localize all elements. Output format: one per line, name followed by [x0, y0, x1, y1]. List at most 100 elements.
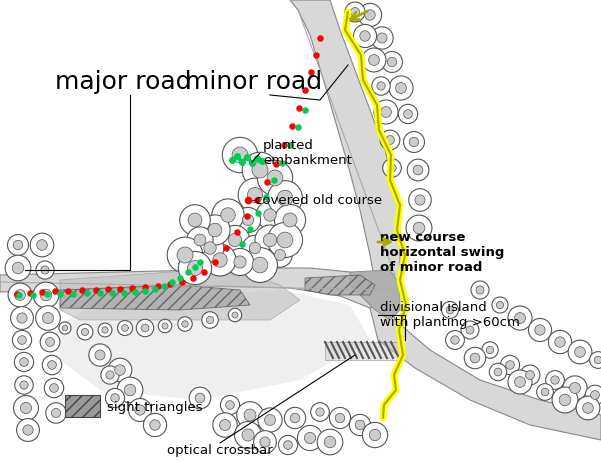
- Point: [262, 178, 272, 186]
- Circle shape: [8, 283, 32, 307]
- Circle shape: [552, 387, 578, 413]
- Circle shape: [17, 419, 40, 441]
- Point: [12, 290, 22, 298]
- Circle shape: [415, 195, 425, 205]
- Circle shape: [407, 159, 429, 181]
- Circle shape: [14, 290, 25, 301]
- Circle shape: [582, 402, 593, 414]
- Circle shape: [267, 181, 302, 215]
- Circle shape: [377, 33, 387, 43]
- Text: optical crossbar: optical crossbar: [167, 443, 273, 456]
- Circle shape: [46, 403, 66, 423]
- Circle shape: [514, 377, 525, 387]
- Circle shape: [98, 323, 112, 337]
- Circle shape: [255, 225, 285, 255]
- Circle shape: [264, 209, 276, 221]
- Circle shape: [206, 316, 214, 324]
- Point: [315, 34, 325, 41]
- Circle shape: [249, 242, 261, 254]
- Point: [300, 86, 310, 94]
- Circle shape: [202, 312, 218, 328]
- Circle shape: [389, 76, 413, 100]
- Circle shape: [388, 164, 396, 172]
- Circle shape: [311, 402, 329, 421]
- Circle shape: [264, 414, 275, 426]
- Point: [119, 290, 129, 297]
- Polygon shape: [370, 300, 601, 440]
- Circle shape: [17, 313, 27, 323]
- Polygon shape: [290, 0, 400, 300]
- Point: [165, 280, 175, 288]
- Circle shape: [43, 313, 53, 324]
- Point: [237, 240, 247, 248]
- Circle shape: [505, 361, 514, 369]
- Circle shape: [520, 365, 540, 385]
- Circle shape: [451, 336, 459, 344]
- Circle shape: [200, 215, 230, 245]
- Circle shape: [546, 371, 564, 390]
- Circle shape: [563, 376, 587, 400]
- Circle shape: [413, 165, 423, 175]
- Point: [150, 285, 160, 293]
- Circle shape: [111, 394, 119, 402]
- Point: [277, 160, 287, 167]
- Point: [42, 290, 52, 298]
- Text: planted
embankment: planted embankment: [263, 139, 352, 167]
- Circle shape: [95, 350, 105, 360]
- Point: [140, 284, 150, 291]
- Circle shape: [358, 3, 382, 27]
- Circle shape: [365, 10, 375, 20]
- Text: sight triangles: sight triangles: [107, 401, 203, 414]
- Circle shape: [413, 222, 425, 234]
- Circle shape: [242, 152, 278, 188]
- Circle shape: [158, 319, 172, 333]
- Circle shape: [5, 255, 31, 281]
- Circle shape: [508, 306, 532, 330]
- Bar: [65, 395, 100, 417]
- Circle shape: [196, 234, 224, 262]
- Point: [253, 209, 263, 217]
- Circle shape: [244, 409, 256, 421]
- Circle shape: [465, 347, 486, 369]
- Circle shape: [374, 100, 398, 124]
- Circle shape: [182, 321, 188, 327]
- Circle shape: [188, 213, 202, 227]
- Circle shape: [267, 223, 302, 258]
- Circle shape: [575, 347, 585, 357]
- Point: [287, 122, 297, 130]
- Circle shape: [150, 420, 160, 430]
- Circle shape: [40, 332, 60, 352]
- Point: [130, 288, 140, 296]
- Circle shape: [471, 281, 489, 299]
- Circle shape: [594, 356, 601, 364]
- Circle shape: [242, 429, 254, 441]
- Circle shape: [395, 83, 406, 94]
- Circle shape: [212, 199, 244, 231]
- Point: [232, 228, 242, 236]
- Circle shape: [568, 340, 592, 364]
- Circle shape: [369, 429, 380, 441]
- Point: [293, 123, 303, 130]
- Circle shape: [277, 190, 293, 206]
- Point: [306, 68, 316, 76]
- Point: [91, 286, 101, 294]
- Circle shape: [335, 413, 345, 423]
- Point: [103, 285, 113, 293]
- Circle shape: [486, 346, 493, 354]
- Point: [127, 284, 137, 292]
- Point: [25, 290, 35, 297]
- Circle shape: [222, 137, 258, 173]
- Circle shape: [178, 251, 212, 284]
- Circle shape: [136, 319, 154, 337]
- Circle shape: [355, 420, 365, 430]
- Circle shape: [380, 106, 391, 118]
- Circle shape: [349, 414, 371, 436]
- Circle shape: [33, 282, 59, 308]
- Circle shape: [489, 363, 507, 381]
- Circle shape: [297, 426, 323, 450]
- Circle shape: [17, 336, 26, 344]
- Circle shape: [135, 405, 145, 415]
- Circle shape: [15, 376, 33, 394]
- Circle shape: [494, 368, 502, 376]
- Circle shape: [237, 402, 263, 428]
